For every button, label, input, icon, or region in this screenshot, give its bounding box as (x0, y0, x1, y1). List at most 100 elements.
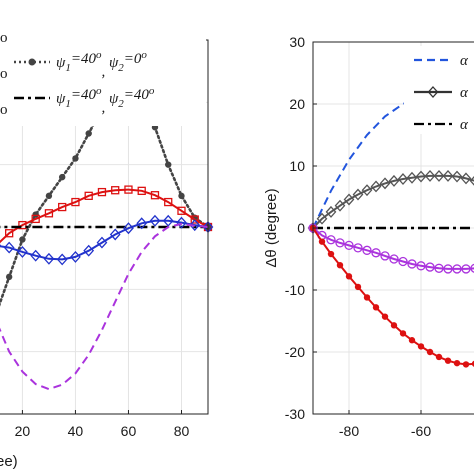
left-series-group (0, 83, 214, 391)
right-series-5-point (462, 361, 470, 368)
right-series-5-point (363, 294, 371, 301)
right-series-2-point (361, 184, 373, 197)
right-series-2-point (397, 173, 409, 185)
left-series-2-point (97, 187, 107, 197)
left-x-tick-labels: 20 40 60 80 (15, 410, 190, 439)
left-series-2-point (124, 185, 133, 194)
right-legend-label: α (460, 53, 469, 69)
left-series-1-point (72, 155, 79, 162)
right-x-tick-labels: -80-60-40 (339, 410, 431, 439)
right-series-5-point (399, 330, 407, 337)
left-series-2 (0, 185, 213, 250)
left-series-2-point (111, 186, 120, 195)
left-series-2-point (44, 209, 54, 218)
left-series-4-point (96, 236, 108, 249)
left-series-1-point (19, 236, 26, 243)
left-series-4-point (136, 217, 148, 230)
right-y-tick-label: -30 (285, 406, 305, 422)
right-series-4-point (371, 248, 381, 258)
left-series-2-point (5, 229, 14, 238)
left-series-1-point (165, 161, 172, 168)
left-x-tick-label: 80 (174, 423, 190, 439)
left-series-1-point (45, 192, 53, 200)
right-series-5-point (453, 359, 461, 367)
right-series-4-point (389, 254, 399, 264)
left-series-2-point (137, 186, 146, 195)
left-legend-cropped-text: o (0, 102, 8, 118)
right-series-5-point (408, 337, 416, 344)
right-series-2 (307, 169, 474, 234)
right-series-2-point (451, 170, 463, 183)
right-series-4-point (362, 245, 372, 255)
right-series-4-point (344, 240, 354, 251)
right-series-5-point (345, 273, 353, 280)
left-legend-cropped-text: o (0, 66, 8, 82)
right-series-2-point (406, 171, 418, 184)
right-y-tick-label: -10 (285, 282, 305, 298)
right-series-5 (309, 224, 474, 368)
left-legend-cropped-text: o (0, 30, 8, 46)
right-series-4-point (470, 263, 474, 273)
right-series-2-point (388, 174, 400, 187)
left-series-1-point (58, 173, 66, 181)
right-series-5-point (354, 283, 362, 291)
left-series-5-line (0, 222, 209, 391)
right-series-4-point (443, 264, 453, 274)
right-series-5-line (312, 227, 474, 366)
left-series-2-point (177, 206, 186, 215)
right-series-2-point (460, 172, 472, 185)
right-series-5-point (336, 262, 344, 269)
left-series-2-point (164, 197, 173, 207)
left-series-4-point (17, 245, 28, 258)
right-series-5-point (435, 353, 443, 361)
right-series-2-point (352, 188, 364, 201)
left-series-4-point (162, 214, 174, 227)
right-series-4-point (434, 263, 444, 273)
right-y-tick-label: 10 (289, 158, 305, 174)
right-x-tick-label: -60 (411, 423, 431, 439)
left-series-1-point (85, 130, 92, 137)
right-series-5-point (471, 360, 474, 367)
right-series-2-point (433, 169, 445, 182)
right-legend-label: α (460, 85, 469, 101)
left-series-4-point (176, 216, 187, 229)
left-series-2-point (71, 197, 80, 207)
right-series-5-point (372, 304, 380, 311)
left-series-1-line (0, 85, 210, 307)
left-legend-label: ψ1=40o, ψ2=0o (56, 49, 147, 80)
right-series-2-point (325, 205, 337, 218)
left-series-4-point (3, 241, 15, 254)
left-chart-panel: 20 40 60 80 ee) o ψ1=40o, ψ2=0o o ψ1=40o, ψ2=4… (0, 28, 214, 470)
right-series-2-line (312, 174, 474, 229)
right-series-4-point (416, 261, 426, 271)
right-series-4 (308, 223, 474, 274)
left-x-tick-label: 20 (15, 423, 31, 439)
right-y-tick-label: -20 (285, 344, 305, 360)
left-series-4-point (43, 252, 55, 265)
right-y-tick-labels: -30 -20 -10 0 10 20 30 (285, 34, 317, 422)
left-series-2-point (84, 191, 93, 200)
left-series-2-point (31, 214, 40, 224)
left-legend-marker (28, 58, 36, 66)
right-series-4-point (461, 264, 471, 274)
left-x-tick-label: 60 (121, 423, 137, 439)
right-series-2-point (415, 170, 427, 183)
right-series-5-point (390, 322, 398, 329)
left-series-2-point (150, 191, 160, 200)
left-series-4-line (0, 219, 209, 261)
right-series-4-point (407, 259, 417, 269)
right-series-4-point (425, 262, 435, 272)
right-series-group (307, 94, 474, 368)
right-series-2-point (442, 169, 454, 182)
left-series-4-point (30, 249, 42, 262)
left-legend: o ψ1=40o, ψ2=0o o ψ1=40o, ψ2=40o o (0, 28, 206, 126)
right-series-4-point (452, 264, 462, 274)
left-series-1-point (178, 192, 185, 200)
right-y-tick-label: 30 (289, 34, 305, 50)
right-series-4-point (326, 235, 336, 245)
right-series-5-point (426, 348, 434, 356)
right-series-5-point (417, 343, 425, 350)
left-series-4-point (56, 253, 68, 266)
